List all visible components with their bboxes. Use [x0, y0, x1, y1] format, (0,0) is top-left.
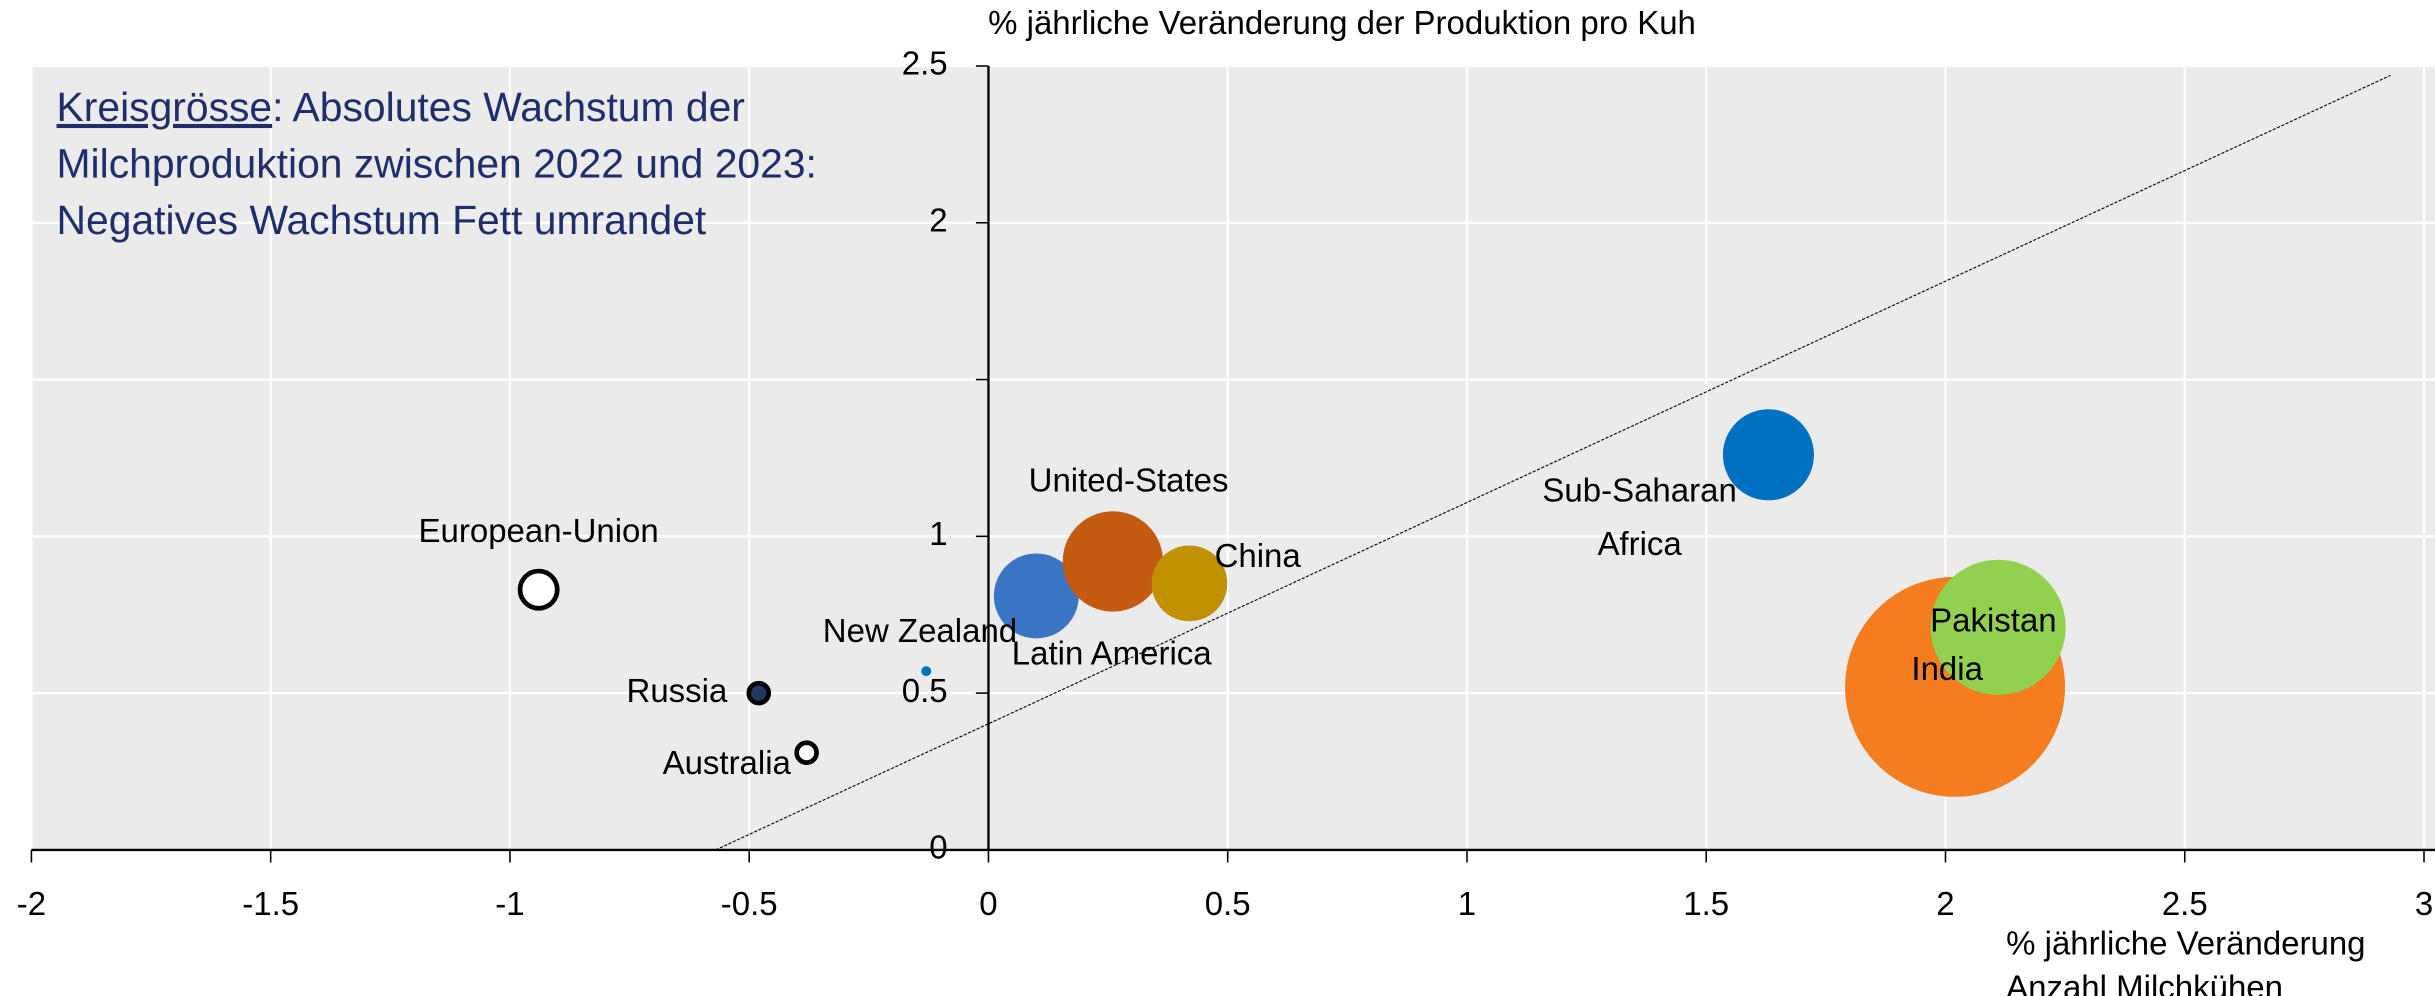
data-label: European-Union: [419, 512, 659, 549]
data-label: China: [1215, 537, 1302, 574]
x-axis-label: Anzahl Milchkühen: [2006, 968, 2283, 996]
x-tick-label: -0.5: [721, 885, 778, 922]
y-tick-label: 0.5: [902, 672, 948, 709]
data-label: India: [1911, 650, 1983, 687]
x-tick-label: 2: [1936, 885, 1954, 922]
bubble: [1151, 545, 1228, 622]
y-tick-label: 2: [929, 201, 947, 238]
x-axis-label: % jährliche Veränderung: [2006, 924, 2365, 961]
bubble: [517, 568, 560, 611]
x-tick-label: -2: [17, 885, 46, 922]
annotation-line: Negatives Wachstum Fett umrandet: [57, 197, 707, 243]
data-label: Latin America: [1012, 634, 1212, 671]
x-tick-label: -1: [495, 885, 524, 922]
x-tick-label: 2.5: [2162, 885, 2208, 922]
bubble: [1930, 559, 2066, 695]
annotation-line: Milchproduktion zwischen 2022 und 2023:: [57, 140, 817, 186]
bubble: [794, 740, 819, 765]
x-tick-label: 0: [979, 885, 997, 922]
annotation: Kreisgrösse: Absolutes Wachstum der Milch…: [57, 84, 817, 243]
data-label: Sub-Saharan Africa: [1542, 471, 1736, 561]
data-label: Australia: [663, 744, 792, 781]
x-tick-label: 1.5: [1683, 885, 1729, 922]
annotation-underlined: Kreisgrösse: [57, 84, 273, 130]
bubble: [1722, 409, 1814, 501]
data-label: New Zealand: [823, 612, 1017, 649]
x-tick-label: -1.5: [242, 885, 299, 922]
x-tick-label: 3: [2415, 885, 2433, 922]
bubble: [921, 666, 932, 677]
data-label: Pakistan: [1930, 601, 2057, 638]
x-tick-label: 0.5: [1205, 885, 1251, 922]
annotation-line: : Absolutes Wachstum der: [272, 84, 745, 130]
x-tick-label: 1: [1458, 885, 1476, 922]
bubble: [746, 680, 772, 706]
y-tick-label: 2.5: [902, 45, 948, 82]
y-tick-label: 0: [929, 829, 947, 866]
y-tick-label: 1: [929, 515, 947, 552]
trend-line: [715, 74, 2391, 851]
data-label: United-States: [1029, 462, 1229, 499]
bubble: [1062, 511, 1164, 612]
y-axis-label: % jährliche Veränderung der Produktion p…: [988, 4, 1696, 41]
data-label: Russia: [627, 672, 728, 709]
bubble: [993, 553, 1079, 639]
